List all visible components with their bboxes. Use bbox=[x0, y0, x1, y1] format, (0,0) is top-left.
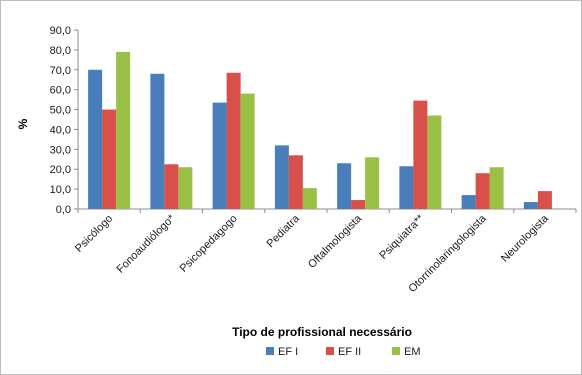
bar bbox=[212, 102, 227, 209]
x-axis-title: Tipo de profissional necessário bbox=[232, 325, 412, 339]
bar bbox=[413, 100, 428, 209]
y-tick-label: 40,0 bbox=[50, 124, 71, 136]
x-category-label: Neurologista bbox=[499, 212, 552, 265]
bar bbox=[302, 188, 317, 209]
y-tick-label: 10,0 bbox=[50, 184, 71, 196]
series-ef-i bbox=[88, 69, 538, 210]
y-tick-label: 50,0 bbox=[50, 105, 71, 117]
bar bbox=[523, 202, 538, 209]
legend-swatch bbox=[266, 347, 274, 355]
series-em bbox=[116, 51, 504, 209]
y-axis: 0,0 10,0 20,0 30,0 40,0 50,0 60,0 70,0 80,0 90,0 bbox=[50, 25, 79, 216]
legend-item: EM bbox=[392, 346, 421, 358]
bar bbox=[489, 167, 504, 209]
bar bbox=[288, 155, 303, 209]
bar bbox=[365, 157, 380, 209]
x-category-label: Psiquiatra** bbox=[377, 212, 427, 262]
x-category-label: Psicólogo bbox=[73, 213, 115, 255]
legend-label: EF I bbox=[278, 346, 298, 358]
x-category-label: Psicopedagogo bbox=[178, 213, 240, 275]
x-category-label: Pediatra bbox=[265, 212, 303, 250]
bar bbox=[102, 109, 117, 209]
y-tick-label: 80,0 bbox=[50, 45, 71, 57]
bar bbox=[240, 93, 255, 209]
bar bbox=[399, 166, 414, 209]
bar bbox=[226, 72, 241, 209]
bar bbox=[337, 163, 352, 209]
bar bbox=[537, 191, 552, 209]
y-tick-label: 30,0 bbox=[50, 144, 71, 156]
category-labels: Psicólogo Fonoaudiólogo* Psicopedagogo Pedi… bbox=[73, 209, 577, 295]
x-category-label: Fonoaudiólogo* bbox=[115, 212, 178, 275]
legend-label: EM bbox=[404, 346, 421, 358]
y-tick-label: 90,0 bbox=[50, 25, 71, 37]
legend-swatch bbox=[392, 347, 400, 355]
series-ef-ii bbox=[102, 72, 552, 209]
y-tick-label: 60,0 bbox=[50, 85, 71, 97]
bar bbox=[274, 145, 289, 209]
y-axis-title: % bbox=[16, 118, 30, 129]
legend-label: EF II bbox=[338, 346, 361, 358]
bar bbox=[116, 51, 131, 209]
bar bbox=[475, 173, 490, 209]
bar bbox=[178, 167, 193, 209]
bar-series-group bbox=[88, 51, 552, 210]
y-tick-label: 70,0 bbox=[50, 65, 71, 77]
bar bbox=[164, 164, 179, 209]
legend-item: EF I bbox=[266, 346, 298, 358]
bar bbox=[427, 115, 442, 209]
bar bbox=[150, 73, 165, 209]
legend-swatch bbox=[326, 347, 334, 355]
bar bbox=[351, 200, 366, 209]
bar bbox=[88, 69, 103, 210]
legend: EF I EF II EM bbox=[266, 346, 421, 358]
y-tick-label: 20,0 bbox=[50, 164, 71, 176]
x-category-label: Oftalmologista bbox=[306, 212, 365, 271]
legend-item: EF II bbox=[326, 346, 361, 358]
y-tick-label: 0,0 bbox=[56, 204, 71, 216]
bar bbox=[461, 195, 476, 209]
